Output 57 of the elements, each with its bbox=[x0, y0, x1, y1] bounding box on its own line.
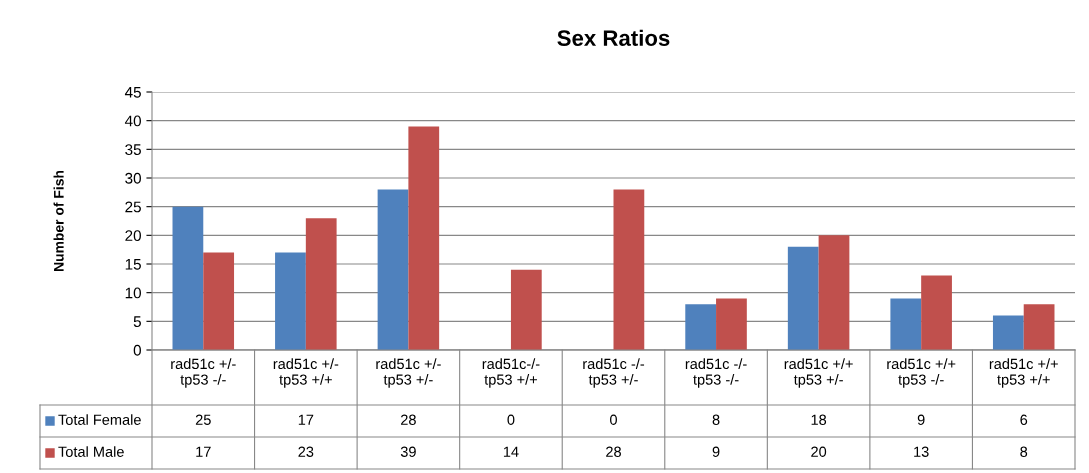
y-tick-label: 20 bbox=[125, 230, 141, 242]
data-label: 6 bbox=[1020, 414, 1028, 425]
data-label: 23 bbox=[298, 446, 314, 457]
bar bbox=[890, 298, 922, 350]
y-tick-label: 25 bbox=[125, 201, 141, 213]
data-label: 13 bbox=[914, 446, 929, 457]
data-label: 25 bbox=[195, 414, 211, 425]
bar bbox=[408, 126, 440, 350]
bar bbox=[275, 252, 306, 350]
x-tick-label: rad51c +/- tp53 -/- bbox=[171, 358, 236, 388]
bar bbox=[716, 298, 747, 350]
data-label: 17 bbox=[298, 414, 314, 425]
y-axis-title: Number of Fish bbox=[53, 170, 64, 271]
legend-label: Total Female bbox=[58, 414, 141, 425]
bar bbox=[305, 218, 337, 350]
x-tick-label: rad51c +/- tp53 +/- bbox=[376, 358, 441, 388]
bar bbox=[1023, 304, 1055, 350]
data-label: 18 bbox=[811, 414, 827, 425]
x-tick-label: rad51c -/- tp53 +/- bbox=[583, 358, 645, 388]
x-tick-label: rad51c +/- tp53 +/+ bbox=[273, 358, 339, 388]
data-label: 28 bbox=[606, 446, 621, 457]
data-label: 17 bbox=[196, 446, 211, 457]
bar bbox=[172, 206, 204, 350]
data-label: 28 bbox=[401, 414, 416, 425]
bar bbox=[203, 252, 235, 350]
y-tick-label: 45 bbox=[124, 87, 141, 98]
bar bbox=[787, 246, 819, 350]
x-tick-label: rad51c +/+ tp53 -/- bbox=[887, 358, 956, 388]
x-tick-label: rad51c +/+ tp53 +/+ bbox=[989, 358, 1058, 388]
bar bbox=[992, 315, 1024, 350]
bar bbox=[613, 189, 645, 350]
data-label: 20 bbox=[811, 446, 827, 457]
data-label: 0 bbox=[610, 414, 617, 425]
y-tick-label: 5 bbox=[133, 316, 141, 328]
y-tick-label: 15 bbox=[125, 259, 141, 270]
x-tick-label: rad51c-/- tp53 +/+ bbox=[482, 358, 540, 388]
data-label: 9 bbox=[712, 446, 720, 457]
y-tick-label: 30 bbox=[125, 172, 141, 184]
data-label: 8 bbox=[712, 414, 720, 425]
bar bbox=[921, 275, 952, 350]
legend-label: Total Male bbox=[58, 446, 124, 457]
data-label: 0 bbox=[507, 414, 515, 425]
y-tick-label: 35 bbox=[125, 144, 141, 156]
x-tick-label: rad51c -/- tp53 -/- bbox=[685, 358, 747, 388]
chart-title: Sex Ratios bbox=[557, 29, 670, 46]
y-tick-label: 10 bbox=[125, 287, 141, 299]
data-label: 8 bbox=[1020, 446, 1028, 457]
data-label: 39 bbox=[400, 446, 416, 457]
data-label: 9 bbox=[917, 414, 925, 425]
bar bbox=[685, 304, 717, 350]
y-tick-label: 0 bbox=[133, 344, 141, 356]
data-label: 14 bbox=[503, 446, 519, 457]
bar bbox=[510, 269, 542, 350]
bar bbox=[818, 235, 850, 350]
bar bbox=[377, 189, 409, 350]
y-tick-label: 40 bbox=[124, 115, 141, 127]
x-tick-label: rad51c +/+ tp53 +/- bbox=[784, 358, 853, 388]
